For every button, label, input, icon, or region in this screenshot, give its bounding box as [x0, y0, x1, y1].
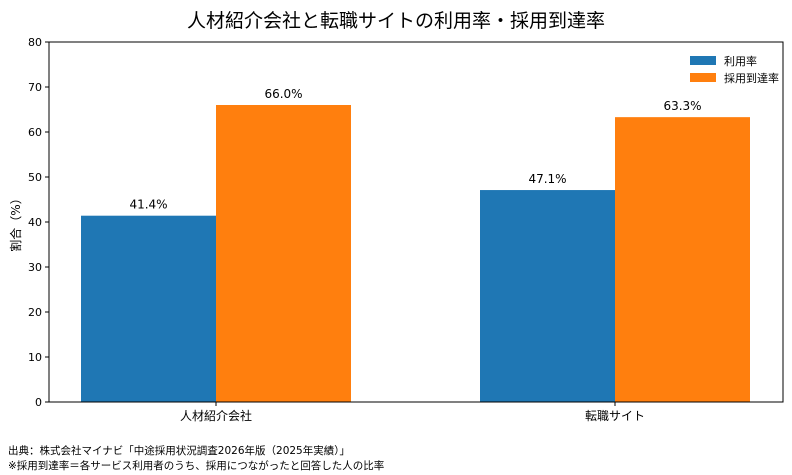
bar-hire-rate-2 [615, 117, 750, 403]
bar-hire-rate-1 [216, 105, 351, 402]
bars-layer [81, 105, 750, 403]
y-tick-label: 60 [28, 126, 42, 139]
y-tick-label: 0 [35, 396, 42, 409]
bar-usage-rate-2 [480, 190, 615, 402]
chart-title: 人材紹介会社と転職サイトの利用率・採用到達率 [186, 10, 605, 32]
x-axis: 人材紹介会社 転職サイト [180, 402, 645, 423]
footnote: ※採用到達率＝各サービス利用者のうち、採用につながったと回答した人の比率 [8, 460, 385, 472]
legend-item-series-2: 採用到達率 [690, 69, 779, 86]
data-label: 41.4% [129, 198, 167, 212]
y-axis-title: 割合（%） [8, 192, 23, 251]
data-label: 63.3% [663, 99, 701, 113]
legend-swatch-series-1 [690, 56, 716, 65]
y-tick-label: 80 [28, 36, 42, 49]
y-tick-label: 50 [28, 171, 42, 184]
y-tick-label: 10 [28, 351, 42, 364]
data-label: 47.1% [528, 172, 566, 186]
x-tick-label: 人材紹介会社 [180, 408, 252, 423]
y-axis: 0 10 20 30 40 50 60 70 80 [28, 36, 49, 409]
source-note: 出典：株式会社マイナビ「中途採用状況調査2026年版（2025年実績）」 [8, 445, 350, 457]
data-labels: 41.4% 66.0% 47.1% 63.3% [129, 87, 701, 212]
legend-label-series-2: 採用到達率 [724, 71, 779, 85]
data-label: 66.0% [264, 87, 302, 101]
legend-item-series-1: 利用率 [690, 52, 779, 69]
y-tick-label: 40 [28, 216, 42, 229]
bar-usage-rate-1 [81, 215, 216, 402]
legend-label-series-1: 利用率 [724, 54, 757, 68]
y-tick-label: 70 [28, 81, 42, 94]
y-tick-label: 20 [28, 306, 42, 319]
y-tick-label: 30 [28, 261, 42, 274]
legend-swatch-series-2 [690, 73, 716, 82]
x-tick-label: 転職サイト [585, 409, 645, 423]
legend: 利用率 採用到達率 [690, 52, 779, 86]
